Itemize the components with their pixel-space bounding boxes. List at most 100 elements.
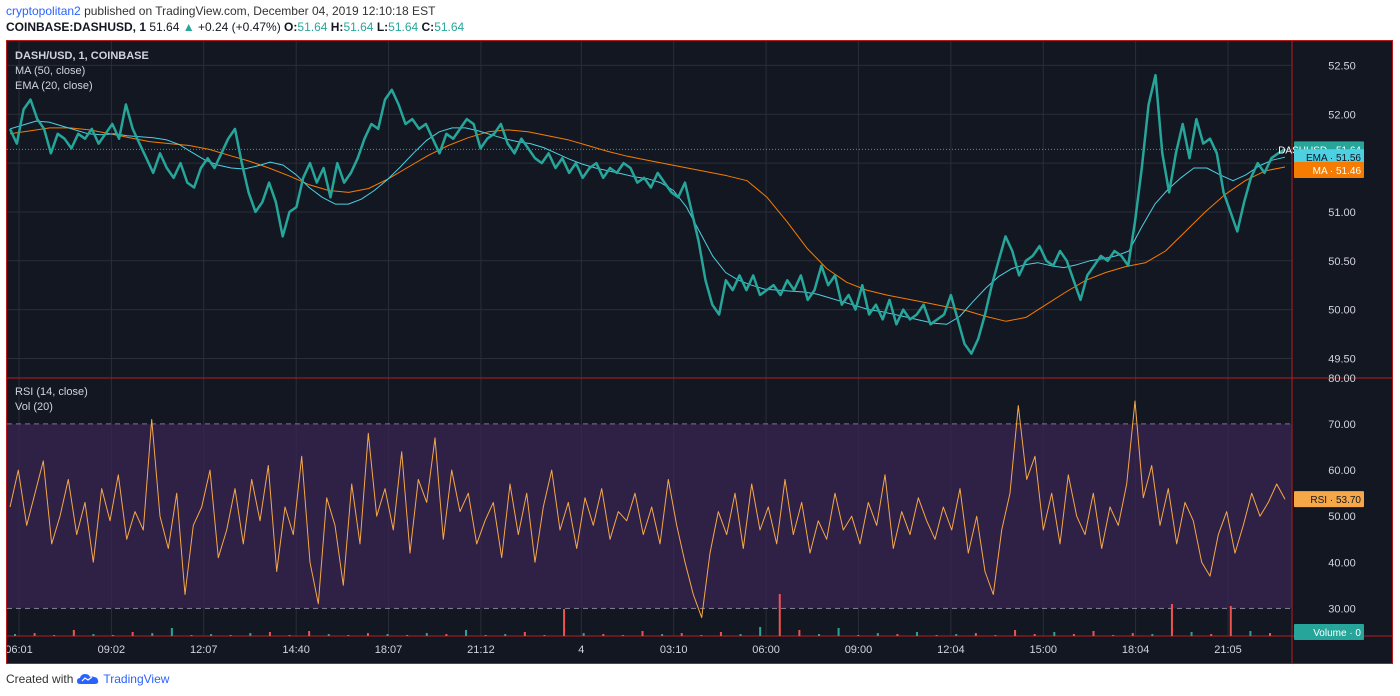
volume-bar	[1092, 631, 1095, 636]
volume-bar	[366, 633, 369, 636]
x-tick-label: 03:10	[660, 644, 688, 656]
publish-text: published on TradingView.com, December 0…	[84, 4, 436, 18]
volume-bar	[308, 631, 311, 636]
volume-bar	[1033, 634, 1036, 636]
volume-bar	[112, 635, 115, 636]
volume-bar	[229, 635, 232, 636]
low-value: 51.64	[388, 20, 419, 34]
volume-value-tag: Volume · 0	[1313, 628, 1361, 639]
volume-bar	[916, 632, 919, 636]
volume-bar	[582, 633, 585, 636]
volume-bar	[700, 635, 703, 636]
volume-bar	[563, 609, 566, 636]
symbol-label: COINBASE:DASHUSD, 1	[6, 20, 147, 34]
rsi-tick-label: 50.00	[1328, 511, 1356, 523]
volume-bar	[465, 630, 468, 636]
volume-bar	[190, 635, 193, 636]
chart-frame[interactable]: 06:01 09:02 12:07 14:40 18:07 21:12 4 03:10 06:0…	[5, 40, 1393, 664]
rsi-value-tag-bg	[1294, 491, 1364, 508]
volume-bar	[602, 634, 605, 636]
volume-bar	[621, 635, 624, 636]
x-tick-label: 4	[578, 644, 584, 656]
rsi-line	[9, 400, 1286, 619]
volume-bar	[1014, 630, 1017, 636]
x-tick-label: 09:02	[98, 644, 126, 656]
volume-bar	[641, 631, 644, 636]
price-tick-label: 51.00	[1328, 207, 1356, 219]
open-label: O:	[284, 20, 298, 34]
ma-line	[9, 127, 1286, 322]
x-tick-label: 06:01	[7, 644, 33, 656]
ma-price-tag-bg	[1294, 162, 1364, 179]
volume-bar	[857, 635, 860, 636]
volume-bar	[327, 634, 330, 636]
volume-bar	[837, 628, 840, 636]
volume-bar	[1249, 631, 1252, 636]
volume-bar	[876, 633, 879, 636]
author-link[interactable]: cryptopolitan2	[6, 4, 81, 18]
volume-bar	[53, 635, 56, 636]
volume-bar	[1170, 604, 1173, 636]
x-tick-label: 21:05	[1214, 644, 1242, 656]
volume-bar	[935, 635, 938, 636]
x-tick-label: 18:07	[375, 644, 403, 656]
created-with-text: Created with	[6, 672, 74, 686]
volume-value-tag-bg	[1294, 624, 1364, 640]
high-value: 51.64	[343, 20, 374, 34]
rsi-legend: RSI (14, close) Vol (20)	[15, 385, 88, 415]
volume-bar	[445, 634, 448, 636]
ma-legend[interactable]: MA (50, close)	[15, 65, 86, 77]
volume-bar	[798, 630, 801, 636]
tradingview-cloud-icon	[77, 674, 99, 684]
chart-canvas[interactable]: 06:01 09:02 12:07 14:40 18:07 21:12 4 03:10 06:0…	[5, 41, 1392, 663]
volume-bar	[1072, 634, 1075, 636]
x-tick-label: 12:04	[937, 644, 965, 656]
volume-bar	[288, 635, 291, 636]
rsi-band	[7, 424, 1292, 609]
ma-price-tag: MA · 51.46	[1313, 166, 1362, 177]
vol-legend-label[interactable]: Vol (20)	[15, 401, 53, 413]
footer: Created with TradingView	[6, 672, 169, 686]
volume-bar	[739, 634, 742, 636]
x-tick-label: 15:00	[1029, 644, 1057, 656]
volume-bar	[680, 633, 683, 636]
price-tick-label: 50.50	[1328, 256, 1356, 268]
volume-bar	[14, 634, 16, 636]
price-title[interactable]: DASH/USD, 1, COINBASE	[15, 50, 149, 62]
rsi-value-tag: RSI · 53.70	[1310, 495, 1361, 506]
ema-line	[9, 120, 1286, 325]
volume-bar	[131, 632, 134, 636]
price-tick-label: 52.50	[1328, 60, 1356, 72]
price-legend: DASH/USD, 1, COINBASE MA (50, close) EMA…	[15, 49, 149, 94]
volume-bar	[896, 634, 899, 636]
rsi-tick-label: 80.00	[1328, 373, 1356, 385]
volume-bar	[1210, 634, 1213, 636]
rsi-tick-label: 60.00	[1328, 465, 1356, 477]
volume-bar	[1053, 632, 1056, 636]
volume-bar	[994, 635, 997, 636]
volume-bar	[347, 635, 350, 636]
rsi-legend-label[interactable]: RSI (14, close)	[15, 386, 88, 398]
x-tick-label: 21:12	[467, 644, 495, 656]
price-change: +0.24 (+0.47%)	[197, 20, 281, 34]
volume-bar	[92, 634, 95, 636]
up-arrow-icon: ▲	[182, 20, 195, 34]
volume-bar	[543, 635, 546, 636]
x-tick-label: 12:07	[190, 644, 218, 656]
price-line	[8, 73, 1286, 355]
volume-bar	[406, 635, 409, 636]
volume-bar	[1269, 633, 1271, 636]
ema-price-tag-bg	[1294, 149, 1364, 166]
tradingview-link[interactable]: TradingView	[103, 672, 170, 686]
open-value: 51.64	[297, 20, 328, 34]
volume-bar	[72, 630, 75, 636]
volume-bar	[661, 634, 664, 636]
volume-bar	[1151, 634, 1154, 636]
price-tick-label: 52.00	[1328, 109, 1356, 121]
ema-legend[interactable]: EMA (20, close)	[15, 80, 93, 92]
volume-bar	[1112, 635, 1115, 636]
volume-bar	[759, 627, 762, 636]
volume-bar	[151, 633, 154, 636]
close-value: 51.64	[434, 20, 465, 34]
volume-bar	[955, 634, 958, 636]
